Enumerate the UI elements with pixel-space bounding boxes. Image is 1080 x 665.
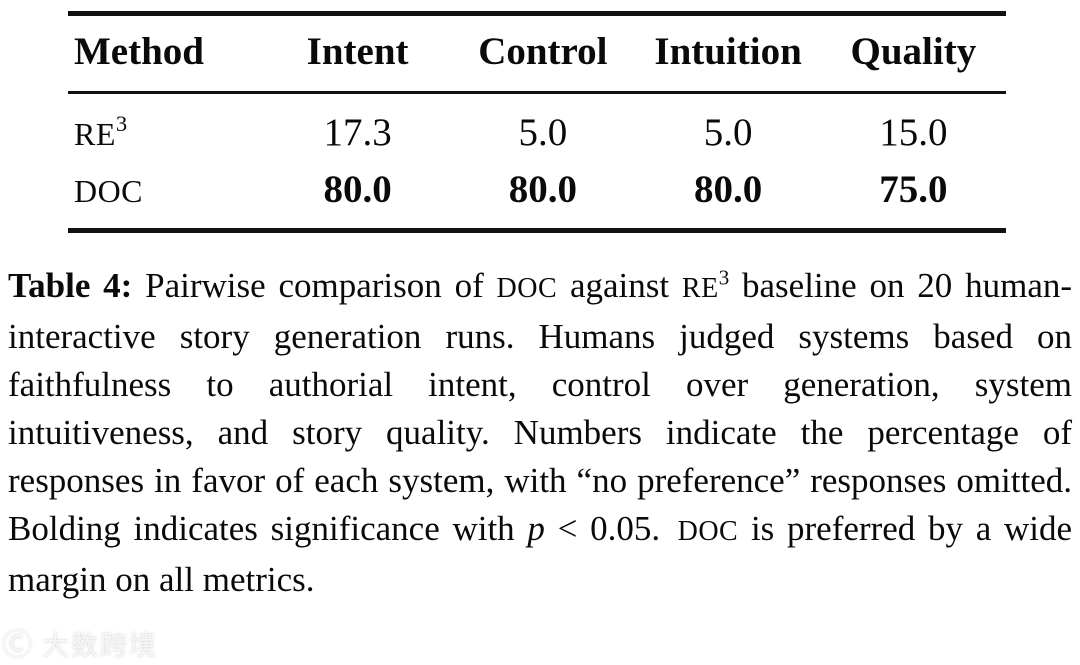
cell-re3-control: 5.0	[518, 111, 568, 154]
re3-smallcaps: RE	[681, 273, 719, 304]
watermark-logo-icon: Ⓒ	[2, 628, 34, 663]
header-row: Method Intent Control Intuition Quality	[68, 14, 1006, 93]
watermark-text: 大数跨境	[42, 631, 158, 662]
cell-doc-quality: 75.0	[879, 168, 948, 211]
method-label: DOC	[74, 174, 143, 209]
re3-superscript: 3	[718, 265, 730, 290]
caption-label: Table 4:	[8, 266, 133, 305]
table-row-doc: DOC 80.0 80.0 80.0 75.0	[68, 161, 1006, 231]
column-header-quality: Quality	[850, 30, 977, 73]
cell-re3-intuition: 5.0	[703, 111, 753, 154]
results-table: Method Intent Control Intuition Quality …	[68, 11, 1006, 233]
doc-smallcaps: DOC	[677, 516, 739, 547]
column-header-intuition: Intuition	[654, 30, 802, 73]
method-name-re3: RE3	[68, 93, 265, 162]
table-row-re3: RE3 17.3 5.0 5.0 15.0	[68, 93, 1006, 162]
caption-text: < 0.05.	[544, 509, 678, 548]
watermark: Ⓒ 大数跨境	[2, 620, 158, 664]
cell-re3-quality: 15.0	[879, 111, 948, 154]
method-label: RE	[74, 117, 116, 152]
table-caption: Table 4: Pairwise comparison of DOC agai…	[8, 262, 1072, 604]
cell-doc-intent: 80.0	[323, 168, 392, 211]
column-header-intent: Intent	[306, 30, 409, 73]
column-header-method: Method	[74, 30, 204, 73]
caption-text: baseline on 20 human-interactive story g…	[8, 266, 1073, 548]
cell-doc-intuition: 80.0	[693, 168, 763, 211]
results-table-container: Method Intent Control Intuition Quality …	[68, 11, 1006, 233]
caption-text: against	[557, 266, 682, 305]
caption-text: Pairwise comparison of	[132, 266, 497, 305]
cell-re3-intent: 17.3	[323, 111, 392, 154]
p-value-variable: p	[527, 509, 545, 548]
doc-smallcaps: DOC	[496, 273, 558, 304]
method-superscript: 3	[115, 111, 128, 136]
cell-doc-control: 80.0	[508, 168, 577, 211]
column-header-control: Control	[478, 30, 608, 73]
method-name-doc: DOC	[68, 161, 265, 231]
caption-text: is preferred by a wide margin on all met…	[8, 509, 1072, 599]
